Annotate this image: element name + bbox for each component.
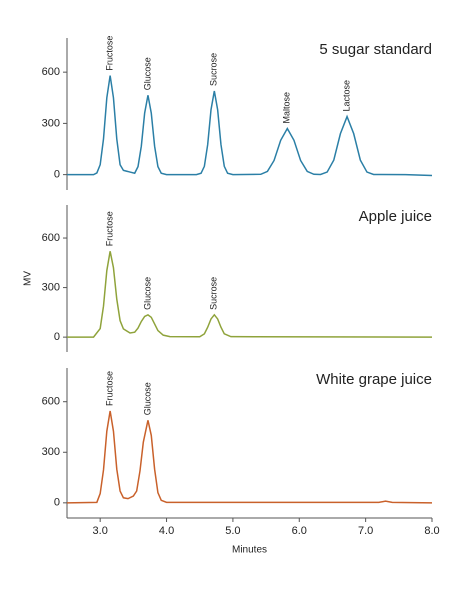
peak-label: Fructose bbox=[105, 371, 115, 406]
peak-label: Maltose bbox=[282, 92, 292, 124]
panel-title: 5 sugar standard bbox=[319, 41, 432, 58]
peak-label: Fructose bbox=[105, 36, 115, 71]
peak-label: Lactose bbox=[341, 80, 351, 112]
x-tick-label: 7.0 bbox=[358, 525, 373, 537]
peak-label: Glucose bbox=[142, 277, 152, 310]
y-tick-label: 600 bbox=[42, 396, 60, 408]
peak-label: Glucose bbox=[142, 382, 152, 415]
peak-label: Sucrose bbox=[209, 53, 219, 86]
y-tick-label: 600 bbox=[42, 232, 60, 244]
y-tick-label: 300 bbox=[42, 117, 60, 129]
panel-title: White grape juice bbox=[316, 371, 432, 388]
x-tick-label: 5.0 bbox=[225, 525, 240, 537]
x-tick-label: 6.0 bbox=[292, 525, 307, 537]
chromatogram-line bbox=[67, 251, 433, 338]
peak-label: Fructose bbox=[105, 211, 115, 246]
x-tick-label: 4.0 bbox=[159, 525, 174, 537]
y-tick-label: 0 bbox=[54, 497, 60, 509]
y-tick-label: 300 bbox=[42, 281, 60, 293]
y-tick-label: 0 bbox=[54, 331, 60, 343]
y-tick-label: 600 bbox=[42, 66, 60, 78]
y-tick-label: 300 bbox=[42, 446, 60, 458]
y-axis-label: MV bbox=[23, 271, 34, 286]
y-tick-label: 0 bbox=[54, 169, 60, 181]
chromatogram-line bbox=[67, 75, 433, 177]
panel-title: Apple juice bbox=[359, 208, 432, 225]
x-tick-label: 8.0 bbox=[424, 525, 439, 537]
x-tick-label: 3.0 bbox=[93, 525, 108, 537]
chromatogram-line bbox=[66, 410, 433, 504]
peak-label: Sucrose bbox=[209, 277, 219, 310]
peak-label: Glucose bbox=[142, 57, 152, 90]
x-axis-label: Minutes bbox=[232, 545, 267, 556]
